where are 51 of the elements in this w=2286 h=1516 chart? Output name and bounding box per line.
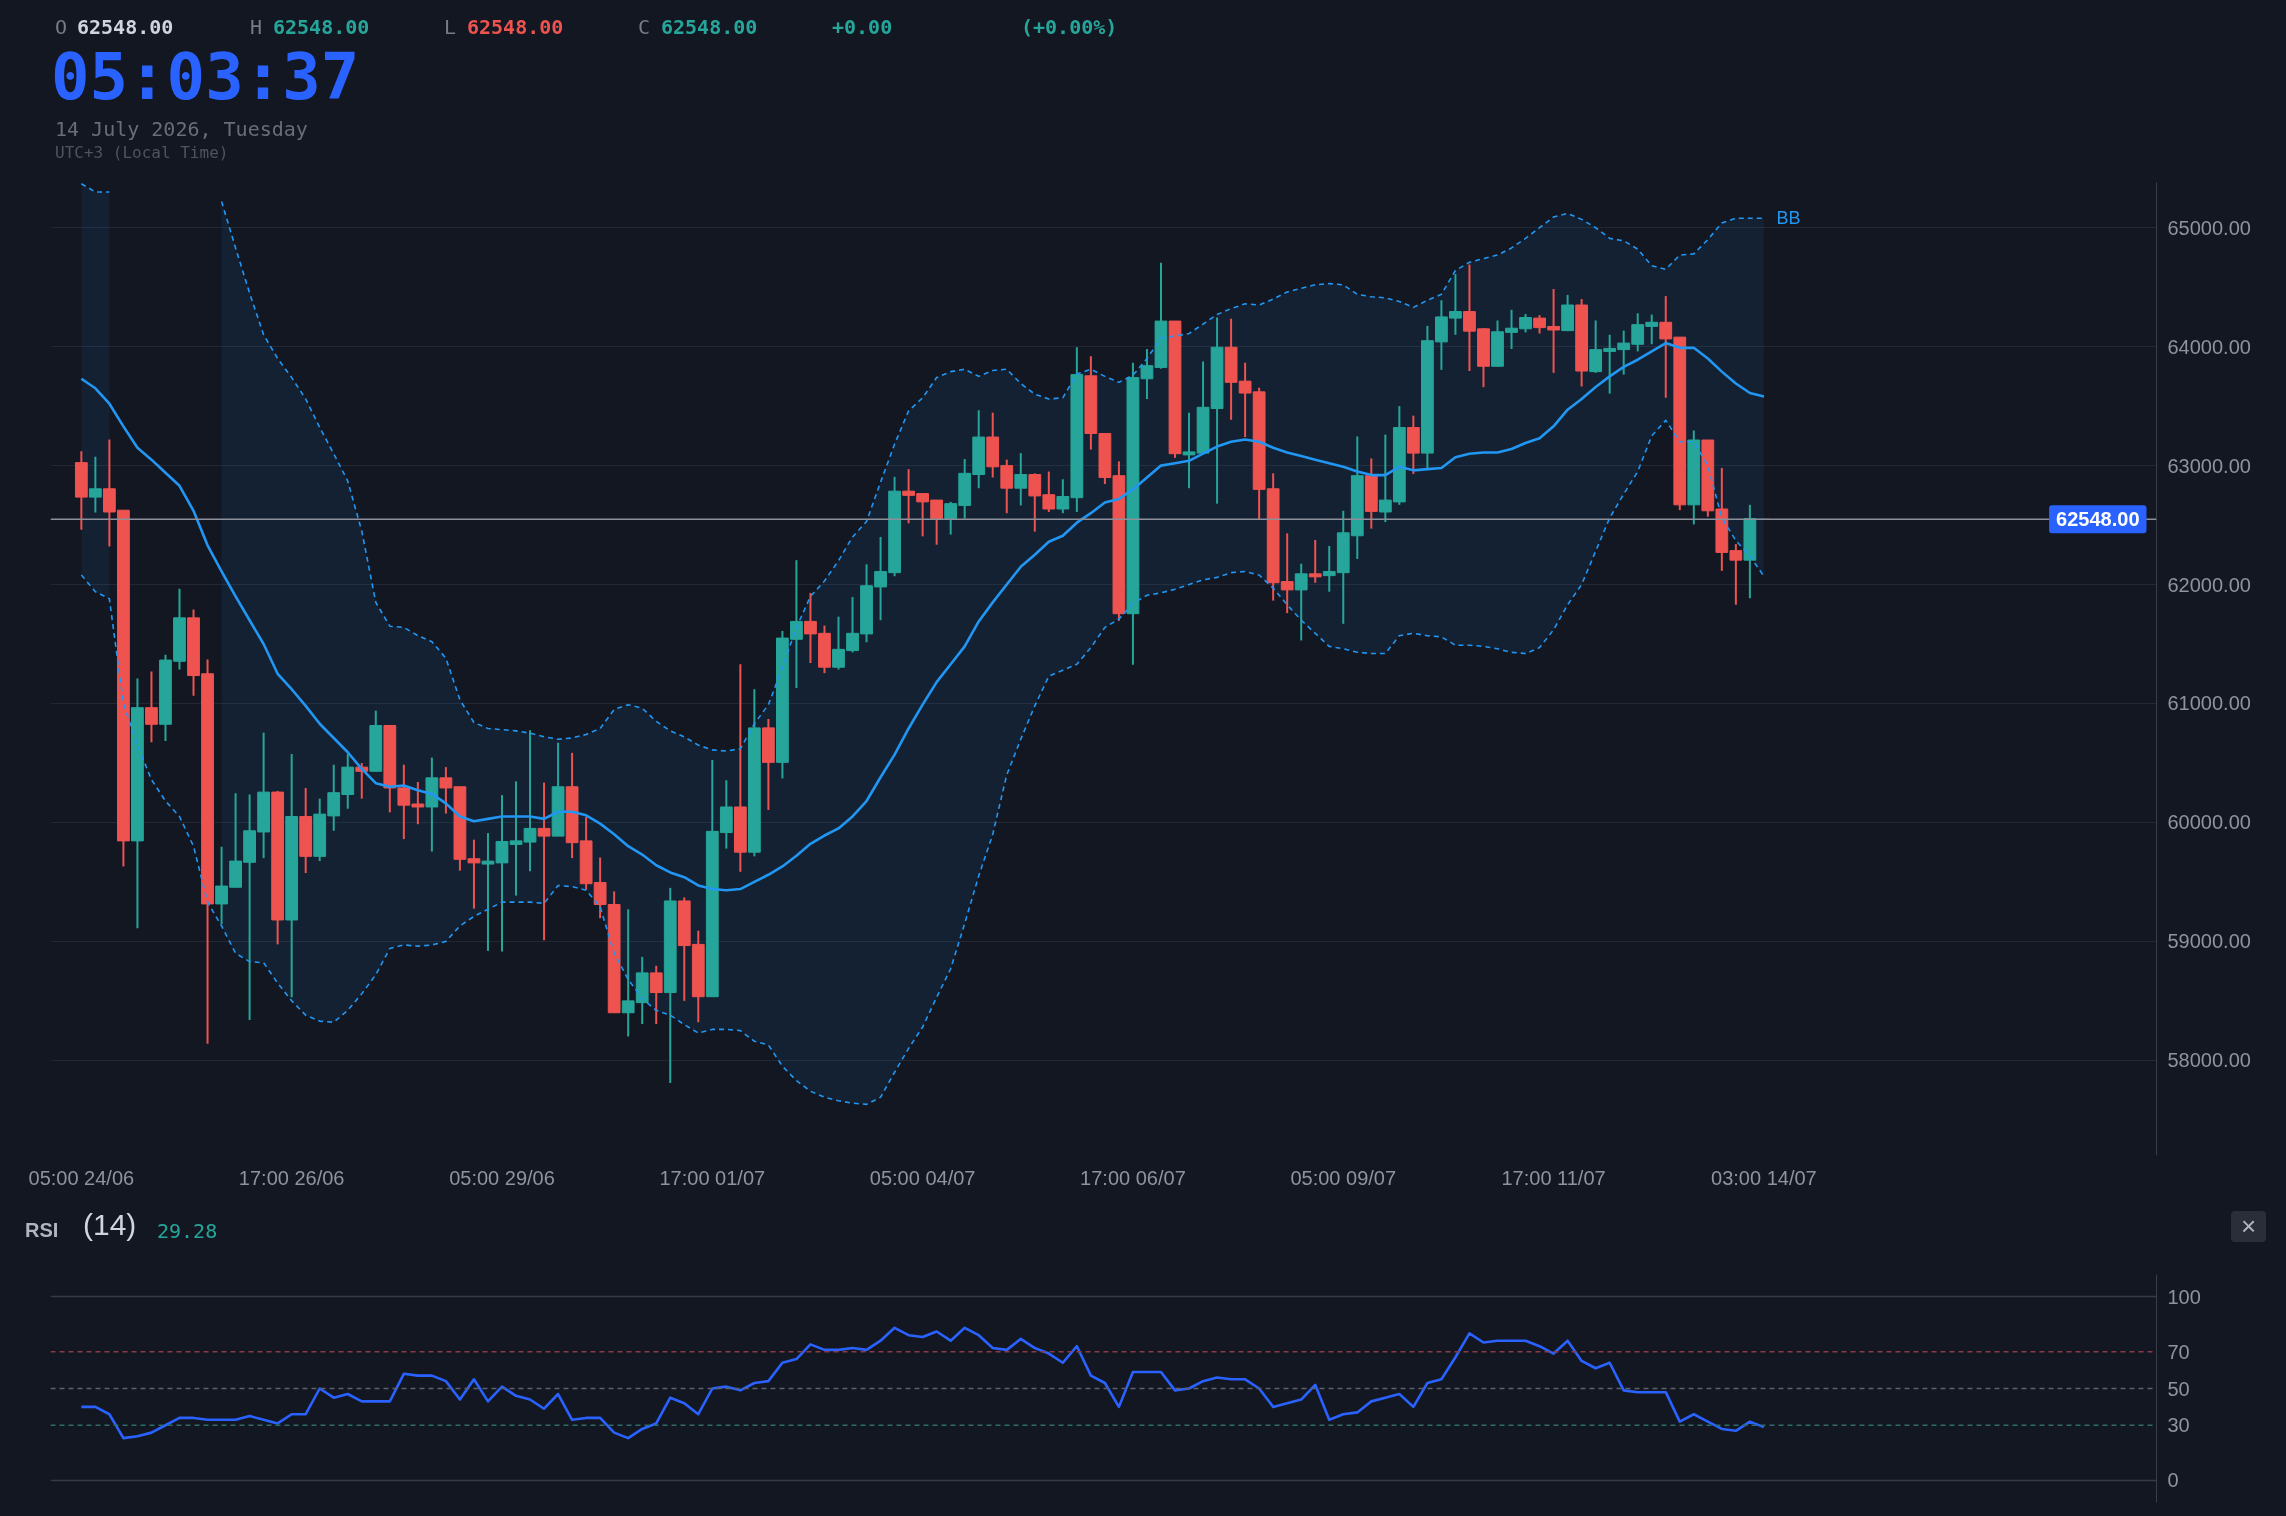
candlestick [88,455,102,514]
text: 62548.00 [467,15,564,39]
x-tick-label: 17:00 01/07 [659,1166,766,1189]
text: L [444,15,457,39]
x-tick-label: 05:00 09/07 [1290,1166,1397,1189]
text: BB [1776,208,1801,229]
candlestick [145,670,158,744]
x-tick-label: 05:00 24/06 [28,1166,135,1189]
y-tick-label: 0 [2167,1469,2179,1492]
y-tick-label: 70 [2167,1340,2190,1363]
y-tick-label: 65000.00 [2167,216,2251,239]
y-tick-label: 58000.00 [2167,1049,2251,1072]
text: (+0.00%) [1021,15,1118,39]
ref-line-label: 62548.00 [2056,508,2140,531]
y-tick-label: 50 [2167,1377,2190,1400]
candlestick [1014,452,1028,507]
y-tick-label: 100 [2167,1285,2201,1308]
text: 05:03:37 [51,39,360,116]
x-tick-label: 05:00 04/07 [869,1166,976,1189]
text: 62548.00 [661,15,758,39]
text: C [638,15,651,39]
x-tick-label: 03:00 14/07 [1711,1166,1817,1189]
text: 62548.00 [77,15,174,39]
candlestick [649,964,663,1026]
y-tick-label: 62000.00 [2167,573,2251,596]
y-tick-label: 30 [2167,1414,2190,1437]
candlestick [1294,562,1308,642]
chart-subtitle: (14) [83,1207,137,1243]
x-tick-label: 05:00 29/06 [449,1166,555,1189]
text: 14 July 2026, Tuesday [55,117,308,141]
text: 62548.00 [273,15,370,39]
text: O [55,15,68,39]
chart-title: RSI [25,1218,59,1242]
y-tick-label: 60000.00 [2167,811,2251,834]
x-tick-label: 17:00 06/07 [1080,1166,1186,1189]
line-series [80,1326,1766,1440]
candlestick [1308,538,1322,584]
text: H [250,15,263,39]
y-tick-label: 64000.00 [2167,335,2251,358]
line-series [80,341,1766,892]
candlestick [537,781,551,942]
y-tick-label: 59000.00 [2167,930,2251,953]
y-tick-label: 61000.00 [2167,692,2251,715]
y-tick-label: 63000.00 [2167,454,2251,477]
x-tick-label: 17:00 26/06 [238,1166,345,1189]
x-tick-label: 17:00 11/07 [1501,1166,1606,1189]
line-series [80,419,1765,1106]
text: × [2231,1211,2267,1243]
text: 29.28 [157,1219,218,1243]
text: +0.00 [832,15,893,39]
text: UTC+3 (Local Time) [55,143,229,163]
